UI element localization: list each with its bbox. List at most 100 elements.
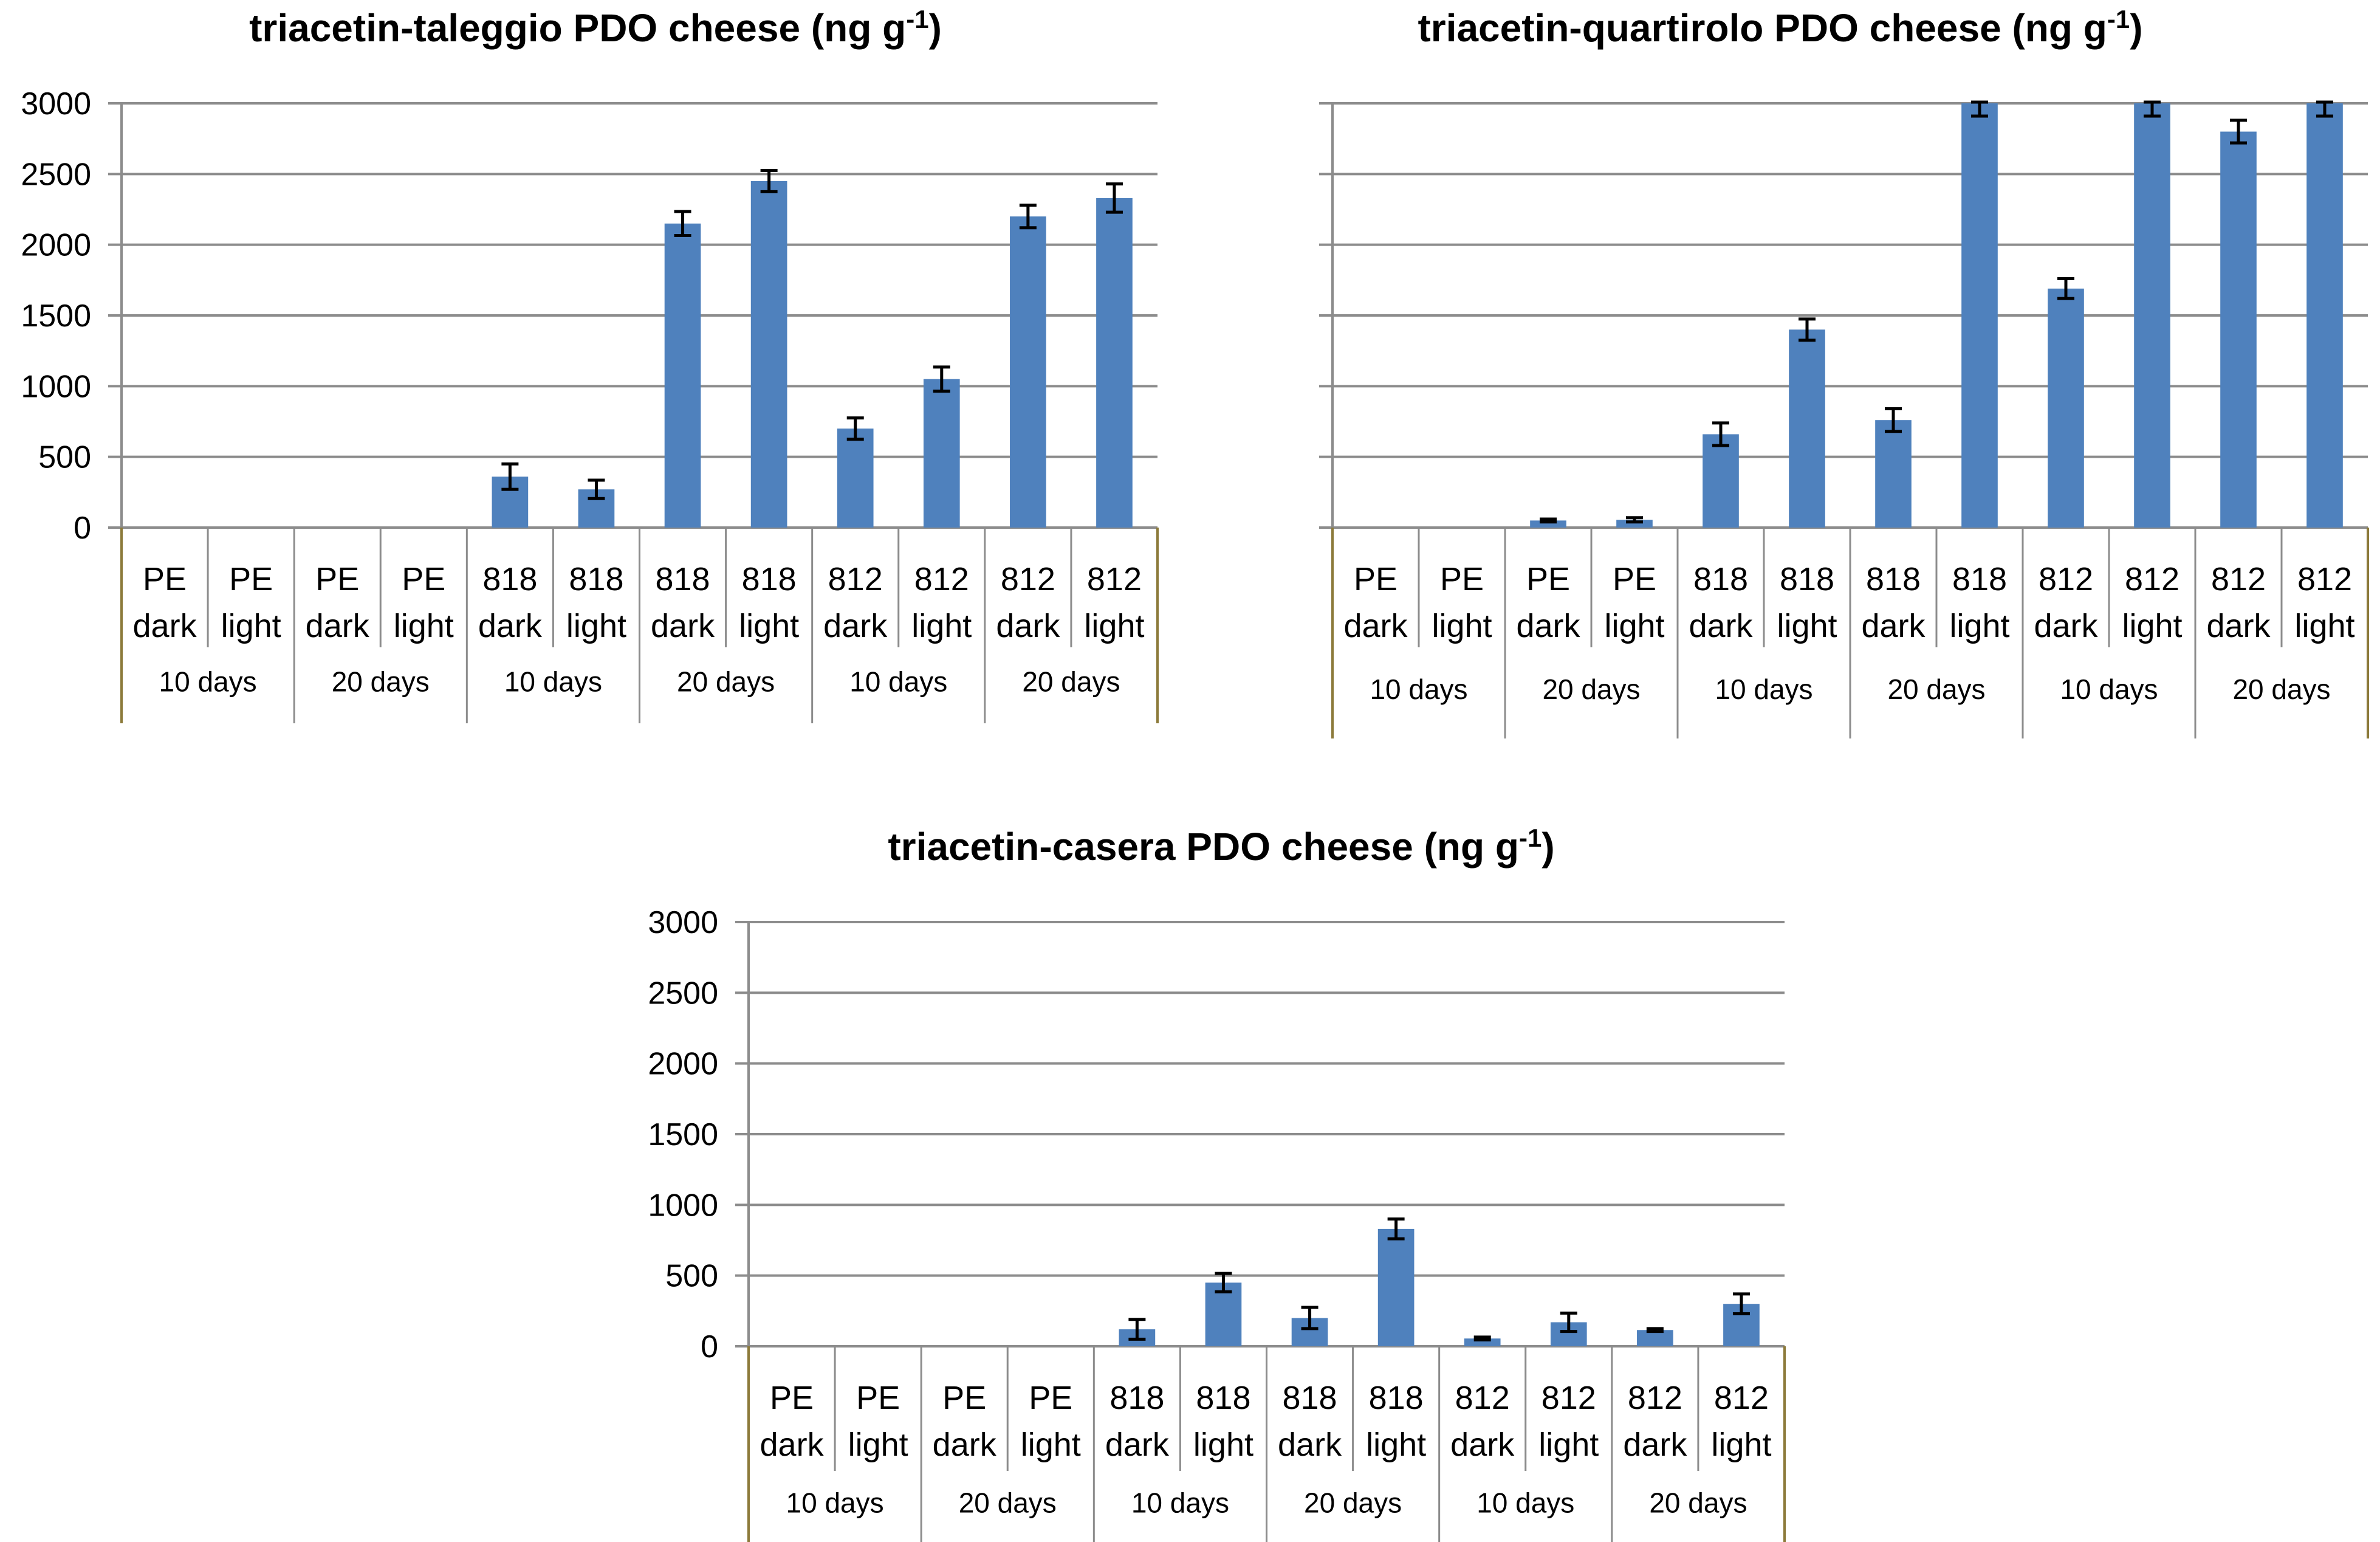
category-label-line1: 818 (742, 561, 797, 597)
category-label-line1: 812 (914, 561, 969, 597)
category-label-line1: 818 (1780, 561, 1834, 597)
bar (1961, 103, 1998, 528)
chart-title: triacetin-casera PDO cheese (ng g-1) (888, 824, 1554, 869)
bar (923, 379, 960, 528)
category-label-line2: dark (1623, 1427, 1687, 1463)
category-label-line1: PE (942, 1380, 986, 1416)
y-tick-label: 1000 (648, 1188, 718, 1223)
category-label-line2: light (739, 608, 799, 644)
category-label-line1: PE (1526, 561, 1570, 597)
category-label-line1: PE (1029, 1380, 1072, 1416)
bar (1703, 434, 1739, 528)
category-label-line1: PE (315, 561, 359, 597)
group-label: 20 days (1022, 666, 1120, 698)
bar (1530, 520, 1566, 528)
group-label: 10 days (849, 666, 947, 698)
category-label-line1: 818 (1866, 561, 1921, 597)
chart-title-superscript: -1 (906, 5, 928, 33)
y-tick-label: 2000 (648, 1047, 718, 1082)
category-label-line2: dark (1516, 608, 1580, 644)
y-tick-label: 2500 (648, 976, 718, 1011)
y-tick-label: 0 (701, 1329, 718, 1365)
category-label-line2: light (1538, 1427, 1599, 1463)
category-label-line2: dark (1343, 608, 1408, 644)
category-label-line1: 812 (1628, 1380, 1682, 1416)
group-label: 10 days (2060, 673, 2158, 705)
category-label-line2: light (1777, 608, 1837, 644)
category-label-line2: dark (133, 608, 197, 644)
category-label-line1: 812 (2297, 561, 2352, 597)
group-label: 20 days (332, 666, 430, 698)
chart-title-end: ) (2130, 6, 2142, 50)
category-label-line1: PE (770, 1380, 814, 1416)
category-label-line2: light (1366, 1427, 1426, 1463)
category-label-line2: light (2294, 608, 2354, 644)
category-label-line2: light (1604, 608, 1664, 644)
chart-quartirolo: triacetin-quartirolo PDO cheese (ng g-1)… (1319, 5, 2369, 738)
category-label-line1: PE (856, 1380, 900, 1416)
group-label: 20 days (1304, 1487, 1402, 1519)
bar (1875, 420, 1912, 528)
category-label-line2: light (566, 608, 626, 644)
y-tick-label: 2000 (21, 228, 91, 263)
y-tick-label: 3000 (648, 905, 718, 940)
bar (2048, 288, 2084, 528)
y-tick-label: 0 (74, 511, 91, 546)
category-label-line2: dark (1278, 1427, 1342, 1463)
bar (1096, 198, 1133, 528)
chart-title: triacetin-taleggio PDO cheese (ng g-1) (249, 5, 942, 50)
y-tick-label: 500 (38, 440, 91, 475)
category-label-line1: 818 (655, 561, 710, 597)
group-label: 20 days (2232, 673, 2330, 705)
category-label-line2: light (2122, 608, 2182, 644)
chart-title-end: ) (1542, 825, 1554, 869)
category-label-line2: dark (1105, 1427, 1170, 1463)
y-tick-label: 1500 (21, 298, 91, 334)
category-label-line1: PE (1354, 561, 1397, 597)
category-label-line2: dark (478, 608, 543, 644)
category-label-line2: light (1021, 1427, 1081, 1463)
bar (837, 429, 874, 528)
category-label-line1: PE (1440, 561, 1484, 597)
category-label-line1: 818 (1369, 1380, 1424, 1416)
bar (664, 223, 701, 528)
group-label: 20 days (1887, 673, 1985, 705)
category-label-line2: light (1193, 1427, 1253, 1463)
group-label: 20 days (1542, 673, 1640, 705)
bar (1010, 216, 1046, 528)
chart-title-superscript: -1 (1519, 824, 1542, 852)
category-label-line1: 818 (1282, 1380, 1337, 1416)
category-label-line1: PE (143, 561, 187, 597)
category-label-line2: dark (2206, 608, 2271, 644)
group-label: 20 days (1649, 1487, 1747, 1519)
category-label-line2: light (394, 608, 454, 644)
category-label-line1: 818 (1952, 561, 2007, 597)
chart-title-superscript: -1 (2107, 5, 2130, 33)
category-label-line2: light (1711, 1427, 1771, 1463)
category-label-line2: dark (1450, 1427, 1515, 1463)
group-label: 10 days (1370, 673, 1467, 705)
y-tick-label: 1500 (648, 1117, 718, 1152)
y-tick-label: 500 (665, 1259, 718, 1294)
group-label: 10 days (1715, 673, 1812, 705)
category-label-line1: 812 (1714, 1380, 1769, 1416)
category-label-line1: 818 (1196, 1380, 1250, 1416)
category-label-line2: dark (1861, 608, 1926, 644)
chart-taleggio: triacetin-taleggio PDO cheese (ng g-1) 0 5… (21, 5, 1159, 723)
category-label-line1: 812 (2211, 561, 2266, 597)
chart-title-end: ) (929, 6, 942, 50)
category-label-line1: 812 (1001, 561, 1055, 597)
bar (1616, 520, 1653, 528)
category-label-line1: PE (402, 561, 445, 597)
category-label-line2: light (221, 608, 281, 644)
bar (2220, 131, 2257, 528)
group-label: 20 days (677, 666, 775, 698)
category-label-line2: dark (933, 1427, 997, 1463)
category-label-line1: 818 (482, 561, 537, 597)
category-label-line2: dark (1689, 608, 1753, 644)
category-label-line1: PE (1613, 561, 1656, 597)
bar (2306, 103, 2343, 528)
bar (1377, 1228, 1415, 1346)
chart-title: triacetin-quartirolo PDO cheese (ng g-1) (1418, 5, 2142, 50)
bar (750, 181, 787, 528)
